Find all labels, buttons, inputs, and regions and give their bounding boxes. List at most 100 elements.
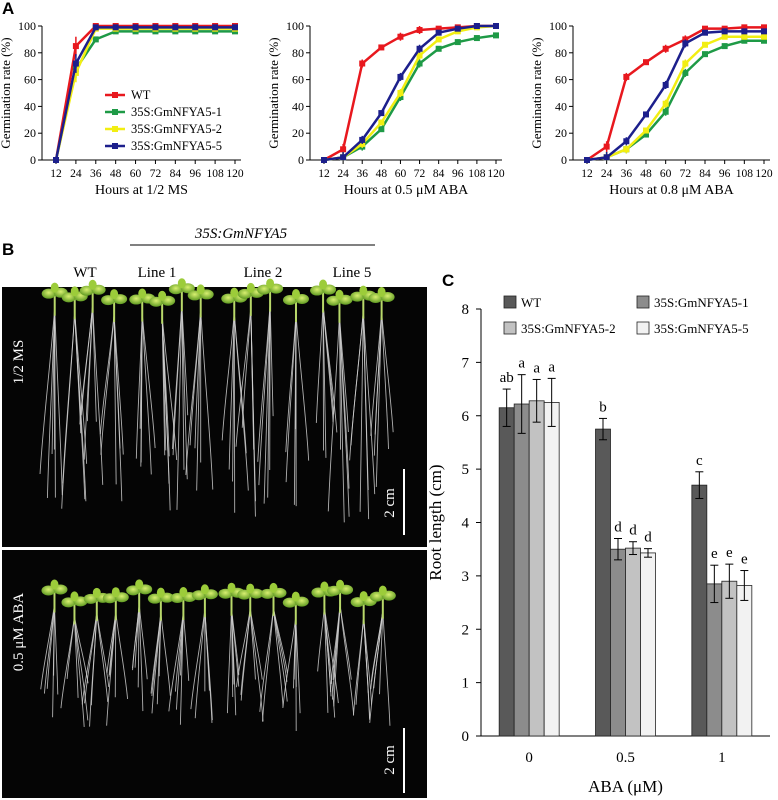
- y-tick-label: 0: [561, 153, 567, 167]
- root: [273, 607, 284, 707]
- root: [322, 304, 338, 433]
- x-tick-label: 84: [170, 168, 182, 180]
- legend-swatch: [503, 321, 517, 335]
- x-tick-label: 36: [621, 168, 633, 180]
- y-tick-label: 80: [24, 46, 36, 60]
- data-point: [662, 100, 669, 107]
- x-tick-label: 36: [90, 168, 102, 180]
- germination-chart-0-5-aba: 0 20 40 60 80 100 12 24 36 48 60 72 84 96 108 120 Germin…: [266, 19, 505, 198]
- true-leaf: [335, 289, 344, 300]
- series-line: [323, 24, 496, 162]
- legend-label: WT: [521, 295, 541, 310]
- y-tick-label: 20: [555, 126, 567, 140]
- bar: [610, 548, 626, 737]
- data-point: [397, 33, 404, 40]
- data-point: [493, 32, 499, 39]
- x-tick-label: 60: [130, 168, 142, 180]
- data-point: [643, 127, 649, 134]
- root: [92, 304, 104, 485]
- data-point: [721, 33, 728, 40]
- root: [190, 609, 206, 710]
- true-leaf: [177, 278, 186, 289]
- root: [282, 616, 297, 709]
- bar: [706, 583, 723, 737]
- y-tick-label: 4: [462, 516, 470, 532]
- data-point: [435, 29, 442, 36]
- data-point: [702, 41, 708, 48]
- seedlings-0-5-aba: [40, 579, 396, 731]
- seedling-photo: 35S:GmNFYA5 WT Line 1 Line 2 Line 5 1/2 …: [2, 226, 427, 798]
- x-tick-label: 12: [50, 168, 62, 180]
- root: [185, 309, 202, 475]
- y-tick-label: 80: [555, 46, 567, 60]
- root: [150, 612, 162, 694]
- series-line: [323, 34, 497, 162]
- y-tick-label: 100: [286, 19, 304, 33]
- data-point: [623, 138, 630, 145]
- root: [90, 612, 98, 706]
- x-tick-label: 72: [150, 168, 162, 180]
- data-point: [702, 29, 708, 36]
- true-leaf: [227, 582, 236, 593]
- root: [355, 616, 365, 705]
- x-tick-label: 48: [376, 168, 388, 180]
- true-leaf: [319, 279, 328, 290]
- row-label-half-ms: 1/2 MS: [11, 340, 27, 385]
- data-point: [741, 28, 748, 35]
- data-point: [603, 143, 610, 150]
- data-point: [584, 157, 590, 163]
- x-tick-label: 84: [699, 168, 711, 180]
- legend-label: 35S:GmNFYA5-5: [654, 321, 749, 336]
- y-tick-label: 20: [24, 126, 36, 140]
- bar: [736, 585, 753, 737]
- root: [194, 309, 202, 449]
- data-point: [435, 45, 442, 52]
- significance-letter: e: [726, 545, 733, 561]
- x-tick-label: 72: [680, 168, 692, 180]
- root: [100, 314, 115, 455]
- data-point: [397, 73, 404, 80]
- root: [141, 313, 152, 475]
- data-point: [761, 24, 767, 31]
- x-axis-label: Hours at 0.8 μM ABA: [609, 183, 734, 198]
- y-tick-label: 3: [462, 569, 470, 585]
- x-tick-label: 72: [414, 168, 426, 180]
- root: [373, 311, 383, 456]
- root: [349, 310, 364, 461]
- bar: [513, 403, 530, 737]
- data-point: [682, 60, 689, 67]
- root: [115, 612, 129, 700]
- root: [285, 313, 297, 453]
- root: [370, 610, 384, 682]
- root: [236, 608, 251, 688]
- panel-label-a: A: [2, 0, 14, 18]
- root: [295, 616, 301, 714]
- data-point: [721, 28, 728, 35]
- true-leaf: [179, 587, 188, 598]
- root: [233, 312, 249, 491]
- true-leaf: [92, 587, 101, 598]
- root: [141, 313, 156, 449]
- data-point: [435, 36, 442, 43]
- data-point: [435, 25, 442, 32]
- legend-marker: [112, 126, 118, 132]
- series-line: [323, 24, 496, 162]
- true-leaf: [70, 286, 79, 297]
- data-point: [416, 60, 423, 67]
- root: [362, 310, 376, 495]
- x-tick-label: 24: [601, 168, 613, 180]
- root: [40, 604, 55, 690]
- data-point: [454, 39, 461, 46]
- data-point: [152, 24, 159, 31]
- x-tick-label: 84: [433, 168, 445, 180]
- root: [160, 612, 171, 696]
- data-point: [172, 24, 179, 31]
- series-line: [54, 24, 235, 161]
- root: [96, 612, 110, 688]
- true-leaf: [320, 581, 329, 592]
- true-leaf: [359, 591, 368, 602]
- root: [379, 610, 384, 695]
- root: [381, 311, 394, 433]
- true-leaf: [378, 585, 387, 596]
